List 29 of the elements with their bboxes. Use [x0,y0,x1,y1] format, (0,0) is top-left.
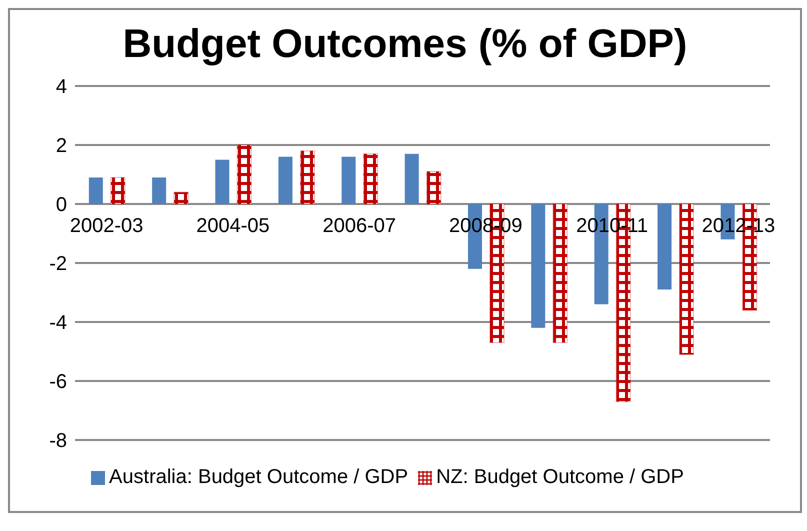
bar [174,192,189,204]
x-tick-label: 2004-05 [196,215,270,237]
y-tick-label: 4 [56,76,67,98]
legend-label: NZ: Budget Outcome / GDP [436,466,684,488]
bar [110,176,126,204]
y-tick-label: 0 [56,194,67,216]
bar [679,204,694,355]
bar [278,156,292,204]
y-tick-label: -6 [49,371,67,394]
bar [658,204,672,290]
y-tick-label: -4 [49,312,67,334]
bar [531,204,546,328]
bar [88,177,103,204]
bar [404,154,419,204]
y-tick-label: -8 [49,430,67,452]
x-tick-label: 2002-03 [70,215,144,237]
chart-title: Budget Outcomes (% of GDP) [122,21,688,68]
bar [236,144,252,204]
bar [552,204,568,344]
legend-label: Australia: Budget Outcome / GDP [109,466,408,488]
bar [426,171,442,204]
bar [342,156,356,204]
x-tick-label: 2006-07 [322,215,396,237]
bar [152,177,166,204]
bar [300,150,315,204]
y-tick-label: 2 [56,135,67,158]
bar [363,153,378,204]
y-tick-label: -2 [49,253,67,276]
bar [215,160,230,204]
